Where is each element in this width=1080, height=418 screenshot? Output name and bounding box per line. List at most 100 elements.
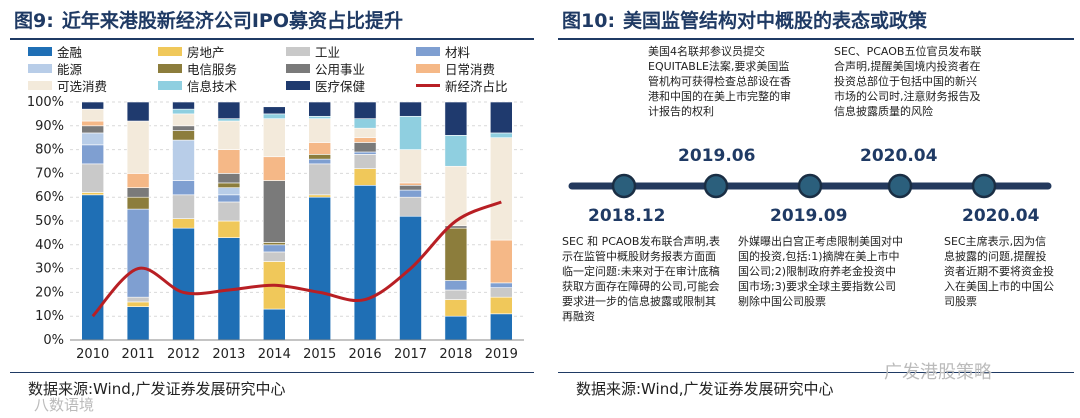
bar-segment (444, 101, 468, 136)
bar-segment (489, 287, 513, 298)
legend-swatch (28, 81, 52, 90)
bar-segment (353, 151, 377, 155)
x-tick-label: 2010 (76, 347, 109, 362)
left-source: 数据来源:Wind,广发证券发展研究中心 (28, 380, 286, 398)
bar-segment (126, 187, 150, 198)
bar-segment (81, 125, 104, 134)
bar-segment (217, 101, 241, 119)
y-tick-label: 50% (35, 214, 64, 229)
left-bottom-rule (10, 372, 534, 373)
bar-segment (262, 106, 286, 115)
bar-segment (81, 144, 104, 165)
bar-segment (126, 120, 150, 174)
legend-label: 可选消费 (57, 79, 108, 94)
bar-segment (262, 156, 286, 181)
bar-segment (399, 189, 422, 198)
bar-segment (444, 315, 468, 341)
y-tick-label: 100% (27, 95, 64, 110)
x-tick-label: 2018 (439, 347, 472, 362)
event-2019-09-date: 2019.09 (770, 206, 848, 226)
bar-segment (353, 168, 377, 186)
legend-label: 公用事业 (315, 62, 366, 77)
bar-segment (262, 244, 286, 253)
legend-label: 能源 (57, 62, 83, 77)
series-line-new-economy (91, 200, 502, 318)
y-tick-label: 40% (35, 238, 64, 253)
bar-segment (172, 218, 195, 229)
bar-segment (81, 108, 104, 122)
bar-segment (489, 313, 513, 341)
bar-segment (217, 149, 241, 174)
legend-item: 能源 (28, 59, 82, 78)
legend-swatch (416, 84, 440, 87)
bar-segment (308, 154, 332, 160)
bar-segment (217, 220, 241, 238)
bar-segment (489, 282, 513, 288)
x-tick-label: 2015 (303, 347, 336, 362)
legend-item: 房地产 (158, 42, 225, 61)
bar-segment (489, 137, 513, 241)
bar-segment (217, 173, 241, 184)
event-2020-04-a-date: 2020.04 (860, 146, 938, 166)
legend-item: 公用事业 (286, 59, 365, 78)
bar-segment (399, 196, 422, 217)
event-2018-12-text: SEC 和 PCAOB发布联合声明,表示在监管中概股财务报表方面面临一定问题:未… (562, 235, 720, 323)
bar-segment (444, 289, 468, 300)
bar-segment (353, 142, 377, 153)
right-title-rule (558, 38, 1074, 40)
legend-label: 材料 (445, 45, 471, 60)
bar-segment (172, 227, 195, 341)
bar-segment (172, 101, 195, 110)
bar-segment (172, 113, 195, 127)
legend-swatch (158, 81, 182, 90)
chart-legend: 金融 房地产 工业 材料 能源 电信服务 公用事业 日常消费 可选消费 信息技术 医疗保健 新经济占比 (28, 42, 538, 94)
bar-segment (172, 180, 195, 196)
legend-swatch (286, 47, 310, 56)
bar-segment (489, 296, 513, 315)
left-title-prefix: 图9: (14, 10, 54, 32)
bar-segment (308, 115, 332, 119)
bar-segment (262, 308, 286, 341)
legend-swatch (286, 64, 310, 73)
bar-segment (81, 101, 104, 110)
bar-segment (353, 137, 377, 143)
event-2019-06-date: 2019.06 (678, 146, 756, 166)
legend-label: 新经济占比 (445, 79, 508, 94)
bar-segment (126, 306, 150, 341)
legend-label: 日常消费 (445, 62, 496, 77)
legend-item: 电信服务 (158, 59, 237, 78)
event-2020-04-b-text: SEC主席表示,因为信息披露的问题,提醒投资者近期不要将资金投入在美国上市的中国… (944, 235, 1054, 308)
bar-segment (126, 296, 150, 303)
bar-segment (308, 158, 332, 165)
bar-segment (308, 163, 332, 196)
legend-item: 可选消费 (28, 76, 107, 95)
legend-swatch (286, 81, 310, 90)
bar-segment (489, 239, 513, 284)
bar-segment (217, 187, 241, 196)
legend-item: 日常消费 (416, 59, 495, 78)
bar-segment (444, 280, 468, 291)
legend-label: 医疗保健 (315, 79, 366, 94)
bar-segment (126, 208, 150, 298)
bar-segment (444, 135, 468, 167)
bar-segment (262, 118, 286, 158)
timeline (568, 173, 1052, 199)
legend-item: 医疗保健 (286, 76, 365, 95)
y-tick-label: 80% (35, 143, 64, 158)
y-tick-label: 30% (35, 262, 64, 277)
event-2019-09-text: 外媒曝出白宫正考虑限制美国对中国的投资,包括:1)摘牌在美上市中国公司;2)限制… (738, 235, 903, 308)
bar-segment (353, 185, 377, 341)
bar-segment (399, 215, 422, 341)
watermark-bottom-left: 八数语境 (34, 396, 95, 414)
bar-segment (444, 299, 468, 317)
timeline-node-4 (887, 173, 913, 199)
right-panel: 图10: 美国监管结构对中概股的表态或政策 美国4名联邦参议员提交EQUITABL… (548, 0, 1080, 418)
bar-segment (217, 182, 241, 188)
legend-item: 材料 (416, 42, 470, 61)
event-2019-06-text: 美国4名联邦参议员提交EQUITABLE法案,要求美国监管机构可获得检查总部设在… (648, 45, 791, 118)
right-title-text: 美国监管结构对中概股的表态或政策 (623, 10, 928, 32)
bar-segment (262, 180, 286, 243)
bar-segment (262, 251, 286, 262)
y-tick-label: 90% (35, 119, 64, 134)
bar-segment (399, 101, 422, 117)
